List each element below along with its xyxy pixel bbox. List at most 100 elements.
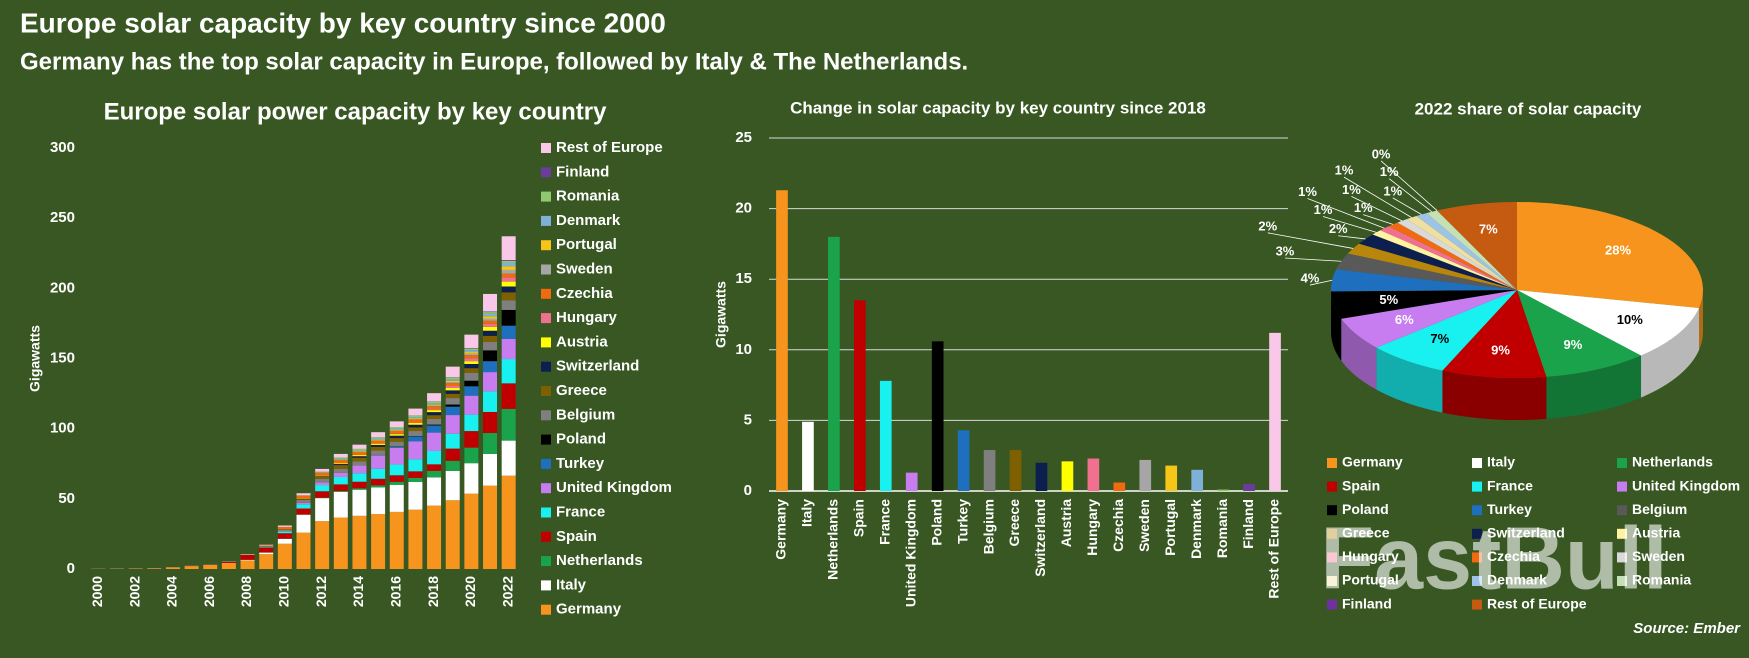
bar-segment [408, 509, 423, 569]
legend-label: Portugal [1342, 572, 1399, 588]
legend-swatch [1617, 458, 1627, 468]
legend-label: Spain [1342, 477, 1380, 493]
bar-segment [389, 435, 404, 439]
bar-segment [165, 567, 180, 569]
bar-segment [501, 266, 516, 270]
bar-segment [352, 450, 367, 452]
bar-segment [389, 475, 404, 482]
bar-segment [408, 424, 423, 428]
bar-segment [501, 309, 516, 326]
bar-segment [315, 485, 330, 492]
x-tick-label: Czechia [1110, 499, 1126, 552]
bar-segment [408, 477, 423, 482]
bar-segment [389, 430, 404, 434]
bar-segment [315, 476, 330, 479]
bar-segment [464, 463, 479, 494]
data-label: 1% [1298, 184, 1317, 199]
data-label: 6% [1395, 312, 1414, 327]
pie-slice-side [1641, 308, 1700, 398]
bar-segment [371, 450, 386, 455]
bar [1191, 469, 1204, 491]
bar-segment [408, 415, 423, 418]
leader-line [1309, 279, 1333, 286]
legend-label: Italy [1487, 454, 1515, 470]
leader-line [1307, 198, 1385, 229]
x-tick-label: 2014 [350, 576, 366, 607]
legend-swatch [1327, 505, 1337, 516]
bar [983, 450, 996, 491]
legend-swatch [541, 337, 551, 348]
bar-segment [352, 456, 367, 458]
bar-segment [427, 401, 442, 404]
bar-segment [427, 409, 442, 411]
legend-label: Sweden [1632, 548, 1685, 564]
bar-segment [464, 395, 479, 415]
bar-segment [445, 383, 460, 387]
legend-swatch [1327, 481, 1337, 492]
x-tick-label: 2020 [462, 576, 478, 607]
bar-segment [315, 491, 330, 498]
bar-segment [296, 508, 311, 515]
x-tick-label: Netherlands [825, 499, 841, 580]
legend-swatch [541, 143, 551, 153]
bar-segment [427, 464, 442, 471]
bar-segment [501, 325, 516, 339]
bar-segment [333, 484, 348, 491]
legend-swatch [541, 240, 551, 251]
legend-swatch [541, 361, 551, 372]
bar-segment [333, 472, 348, 477]
bar-segment [389, 426, 404, 429]
legend-label: Greece [1342, 525, 1390, 541]
bar-segment [408, 436, 423, 442]
bar-segment [408, 431, 423, 437]
bar-segment [427, 410, 442, 413]
y-tick-label: 200 [50, 279, 75, 296]
bar-segment [315, 471, 330, 473]
data-label: 2% [1258, 218, 1277, 233]
chart-title: Change in solar capacity by key country … [790, 98, 1206, 117]
legend-label: Hungary [556, 309, 618, 326]
bar-segment [501, 383, 516, 409]
bar-segment [259, 546, 274, 548]
legend-swatch [541, 483, 551, 494]
y-tick-label: 15 [735, 270, 752, 287]
y-tick-label: 20 [735, 200, 752, 217]
y-tick-label: 250 [50, 209, 75, 226]
bar-segment [464, 447, 479, 464]
bar-segment [501, 286, 516, 293]
pie-slice [1341, 290, 1517, 348]
bar-segment [259, 544, 274, 546]
x-tick-label: Rest of Europe [1266, 499, 1282, 599]
legend-label: United Kingdom [556, 479, 672, 496]
bar-segment [501, 292, 516, 301]
pie-slice [1517, 202, 1703, 309]
x-tick-label: Spain [851, 499, 867, 537]
x-tick-label: Sweden [1136, 499, 1152, 552]
bar [957, 430, 970, 491]
leader-line [1351, 196, 1403, 222]
legend-label: Sweden [556, 260, 613, 277]
legend-swatch [1472, 481, 1482, 492]
legend-label: Poland [556, 431, 606, 448]
bar-segment [277, 533, 292, 539]
data-label: 5% [1379, 292, 1398, 307]
bar-segment [483, 411, 498, 434]
bar-segment [296, 502, 311, 505]
bar-segment [315, 472, 330, 476]
pie-slice [1380, 226, 1517, 290]
data-label: 1% [1342, 182, 1361, 197]
bar [1061, 461, 1074, 491]
bar-segment [464, 353, 479, 356]
x-tick-label: Greece [1006, 499, 1022, 547]
bar [879, 380, 892, 491]
bar-segment [277, 531, 292, 534]
bar [905, 472, 918, 491]
x-tick-label: United Kingdom [902, 499, 918, 607]
x-tick-label: Switzerland [1032, 499, 1048, 577]
bar [1035, 462, 1048, 491]
bar-segment [445, 470, 460, 501]
bar-segment [501, 262, 516, 267]
data-label: 9% [1491, 343, 1510, 358]
legend-label: Turkey [1487, 501, 1532, 517]
bar-segment [371, 440, 386, 444]
